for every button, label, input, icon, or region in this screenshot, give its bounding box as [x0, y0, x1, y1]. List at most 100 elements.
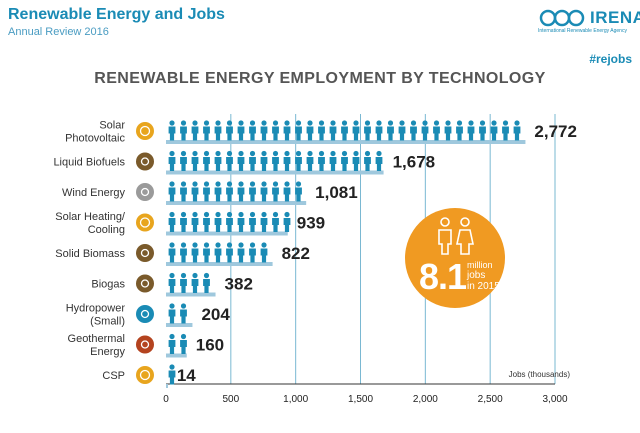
- person-icon: [203, 120, 210, 141]
- total-jobs-unit: million: [467, 260, 493, 270]
- x-tick-label: 0: [163, 394, 169, 405]
- person-icon: [272, 150, 279, 171]
- person-icon: [364, 150, 371, 171]
- person-icon: [513, 120, 521, 141]
- person-icon: [306, 150, 314, 171]
- value-label: 382: [225, 275, 253, 294]
- category-label: Solid Biomass: [55, 248, 125, 260]
- person-icon: [180, 303, 187, 324]
- person-icon: [433, 120, 440, 141]
- person-icon: [329, 120, 337, 141]
- biofuel-drop-icon: [136, 152, 154, 171]
- irena-logo: IRENA International Renewable Energy Age…: [538, 8, 640, 48]
- person-icon: [214, 181, 222, 202]
- value-label: 204: [201, 305, 230, 324]
- person-icon: [410, 120, 417, 141]
- person-icon: [283, 150, 291, 171]
- person-icon: [237, 120, 245, 141]
- person-icon: [168, 150, 176, 171]
- bar: [166, 140, 526, 144]
- person-icon: [260, 181, 268, 202]
- person-icon: [260, 242, 268, 263]
- person-icon: [237, 211, 245, 232]
- person-icon: [226, 242, 233, 263]
- category-label: Hydropower (Small): [66, 303, 126, 328]
- person-icon: [341, 150, 348, 171]
- person-icon: [180, 150, 187, 171]
- person-icon: [375, 120, 383, 141]
- hashtag: #rejobs: [589, 52, 632, 66]
- sun-icon: [136, 122, 154, 140]
- person-icon: [467, 120, 475, 141]
- person-icon: [226, 150, 233, 171]
- person-icon: [180, 333, 187, 354]
- category-label: Biogas: [91, 279, 125, 291]
- person-icon: [387, 120, 394, 141]
- wind-icon: [136, 183, 154, 201]
- person-icon: [203, 181, 210, 202]
- person-icon: [226, 120, 233, 141]
- person-icon: [375, 150, 383, 171]
- person-icon: [444, 120, 452, 141]
- person-icon: [168, 364, 176, 385]
- x-tick-label: 2,500: [478, 394, 503, 405]
- person-icon: [249, 211, 256, 232]
- person-icon: [168, 303, 176, 324]
- person-icon: [168, 181, 176, 202]
- person-icon: [364, 120, 371, 141]
- bar: [166, 323, 193, 327]
- person-icon: [272, 181, 279, 202]
- person-icon: [398, 120, 406, 141]
- bar: [166, 292, 216, 297]
- person-icon: [180, 242, 187, 263]
- person-icon: [191, 150, 199, 171]
- person-icon: [249, 242, 256, 263]
- person-icon: [180, 181, 187, 202]
- volcano-icon: [136, 335, 154, 354]
- total-jobs-year: in 2015: [467, 281, 500, 292]
- biogas-drop-icon: [136, 274, 154, 293]
- logo-tagline: International Renewable Energy Agency: [538, 28, 627, 34]
- person-icon: [191, 181, 199, 202]
- total-jobs-badge: 8.1 million jobs in 2015: [405, 208, 505, 308]
- bar: [166, 201, 307, 205]
- person-icon: [272, 211, 279, 232]
- person-icon: [479, 120, 486, 141]
- person-icon: [283, 211, 291, 232]
- person-icon: [226, 181, 233, 202]
- person-icon: [249, 181, 256, 202]
- value-label: 939: [297, 214, 325, 233]
- person-icon: [214, 242, 222, 263]
- person-icon: [191, 211, 199, 232]
- person-icon: [249, 120, 256, 141]
- x-axis-title: Jobs (thousands): [509, 370, 571, 379]
- person-icon: [490, 120, 498, 141]
- person-icon: [214, 211, 222, 232]
- person-icon: [168, 211, 176, 232]
- person-icon: [283, 120, 291, 141]
- person-icon: [456, 120, 463, 141]
- person-icon: [180, 120, 187, 141]
- person-icon: [318, 150, 325, 171]
- person-icon: [249, 150, 256, 171]
- category-label: Geothermal Energy: [68, 333, 126, 358]
- leaf-icon: [136, 244, 154, 262]
- person-icon: [180, 211, 187, 232]
- person-icon: [203, 272, 210, 293]
- person-icon: [352, 120, 360, 141]
- person-icon: [203, 242, 210, 263]
- person-icon: [295, 181, 302, 202]
- category-label: Solar Photovoltaic: [65, 120, 125, 145]
- person-icon: [502, 120, 509, 141]
- person-icon: [272, 120, 279, 141]
- person-icon: [214, 120, 222, 141]
- x-tick-label: 1,500: [348, 394, 373, 405]
- person-icon: [237, 150, 245, 171]
- person-icon: [260, 211, 268, 232]
- person-icon: [283, 181, 291, 202]
- person-icon: [168, 242, 176, 263]
- x-tick-label: 2,000: [413, 394, 438, 405]
- bar: [166, 170, 384, 175]
- person-icon: [168, 333, 176, 354]
- x-tick-label: 1,000: [283, 394, 308, 405]
